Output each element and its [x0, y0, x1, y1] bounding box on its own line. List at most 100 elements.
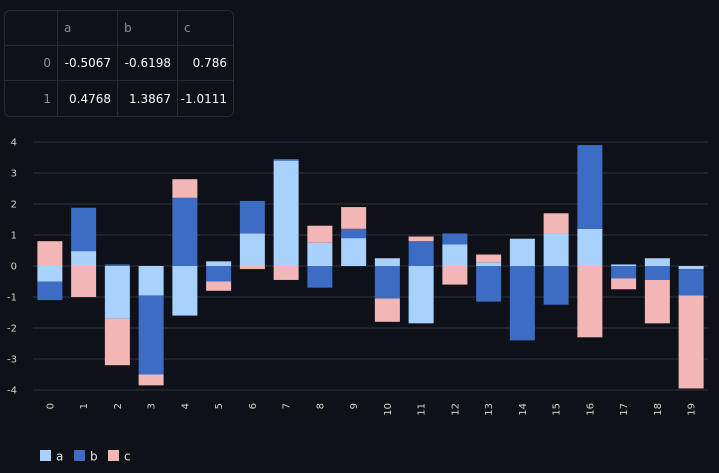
bar-a-17: [611, 264, 637, 266]
x-tick-label: 4: [180, 403, 191, 409]
legend-label-a: a: [56, 450, 63, 464]
bar-c-12: [442, 266, 468, 285]
y-tick-label: -1: [7, 293, 17, 304]
x-tick-label: 6: [248, 403, 259, 409]
bar-b-5: [206, 266, 232, 282]
bar-b-2: [104, 264, 130, 266]
bar-c-8: [307, 225, 333, 243]
bar-c-1: [71, 266, 97, 297]
bar-b-10: [374, 266, 400, 299]
bar-a-0: [37, 266, 63, 282]
index-header: [5, 11, 58, 45]
y-tick-label: -4: [7, 386, 17, 397]
bar-c-9: [341, 207, 367, 229]
table-cell: 1.3867: [118, 81, 178, 116]
bar-a-8: [307, 242, 333, 266]
bar-b-9: [341, 228, 367, 239]
table-cell: -0.6198: [118, 46, 178, 80]
bar-c-15: [543, 213, 569, 234]
x-tick-label: 15: [552, 403, 563, 416]
bar-a-3: [138, 266, 164, 296]
legend-swatch-c: [108, 450, 119, 461]
bar-a-4: [172, 266, 198, 316]
bar-a-18: [644, 258, 670, 266]
bar-c-11: [408, 236, 434, 242]
column-header-b[interactable]: b: [118, 11, 178, 45]
x-tick-label: 1: [79, 403, 90, 409]
bar-b-3: [138, 295, 164, 375]
y-tick-label: -3: [7, 355, 17, 366]
bar-c-0: [37, 241, 63, 266]
bar-a-7: [273, 160, 299, 266]
table-cell: -1.0111: [180, 91, 227, 106]
bar-a-6: [239, 233, 265, 266]
bar-b-19: [678, 269, 704, 296]
y-tick-label: 2: [11, 200, 17, 211]
x-tick-label: 2: [113, 403, 124, 409]
bar-b-13: [476, 266, 502, 302]
legend-swatch-a: [40, 450, 51, 461]
bar-b-15: [543, 266, 569, 305]
table-cell: -0.5067: [58, 46, 118, 80]
legend-swatch-b: [74, 450, 85, 461]
bar-b-11: [408, 241, 434, 266]
x-tick-label: 3: [147, 403, 158, 409]
bar-b-8: [307, 266, 333, 288]
x-tick-label: 18: [653, 403, 664, 416]
bar-a-16: [577, 228, 603, 266]
x-tick-label: 11: [417, 403, 428, 416]
legend-label-b: b: [90, 450, 98, 464]
y-tick-label: 0: [11, 262, 17, 273]
table-cell: 0.786: [192, 56, 227, 70]
bar-a-19: [678, 266, 704, 270]
bar-c-16: [577, 266, 603, 338]
x-tick-label: 13: [484, 403, 495, 416]
column-header-c[interactable]: c: [184, 21, 191, 35]
x-tick-label: 19: [687, 403, 698, 416]
legend-label-c: c: [124, 450, 131, 464]
dataframe-table[interactable]: a b c 0 -0.5067 -0.6198 0.786 1 0.4768 1.3867 -1.0…: [4, 10, 234, 117]
y-tick-label: 1: [11, 231, 17, 242]
bar-c-4: [172, 179, 198, 198]
row-index: 1: [5, 81, 58, 116]
x-tick-label: 0: [45, 403, 56, 409]
x-tick-label: 8: [315, 403, 326, 409]
bar-b-14: [509, 266, 535, 341]
bar-c-13: [476, 254, 502, 263]
bar-a-11: [408, 266, 434, 324]
bar-c-3: [138, 374, 164, 386]
bar-c-6: [239, 266, 265, 270]
bar-a-2: [104, 266, 130, 319]
bar-c-10: [374, 298, 400, 322]
bar-a-1: [71, 251, 97, 266]
bar-b-1: [71, 207, 97, 252]
bar-a-9: [341, 238, 367, 266]
bar-c-17: [611, 278, 637, 290]
x-tick-label: 7: [282, 403, 293, 409]
bar-c-7: [273, 266, 299, 280]
x-tick-label: 14: [518, 403, 529, 416]
x-tick-label: 16: [585, 403, 596, 416]
x-tick-label: 10: [383, 403, 394, 416]
bar-c-18: [644, 279, 670, 324]
row-index: 0: [5, 46, 58, 80]
bar-a-10: [374, 258, 400, 266]
bar-b-12: [442, 233, 468, 245]
column-header-a[interactable]: a: [58, 11, 118, 45]
y-tick-label: 4: [11, 138, 17, 149]
table-row: 1 0.4768 1.3867 -1.0111: [5, 81, 233, 116]
bar-b-0: [37, 281, 63, 301]
x-tick-label: 9: [349, 403, 360, 409]
bar-c-5: [206, 281, 232, 291]
bar-a-14: [509, 238, 535, 266]
bar-b-16: [577, 145, 603, 229]
bar-b-17: [611, 266, 637, 279]
y-tick-label: 3: [11, 169, 17, 180]
bar-a-5: [206, 261, 232, 266]
x-tick-label: 17: [619, 403, 630, 416]
bar-c-2: [104, 318, 130, 366]
bar-a-12: [442, 244, 468, 266]
table-row: 0 -0.5067 -0.6198 0.786: [5, 46, 233, 81]
